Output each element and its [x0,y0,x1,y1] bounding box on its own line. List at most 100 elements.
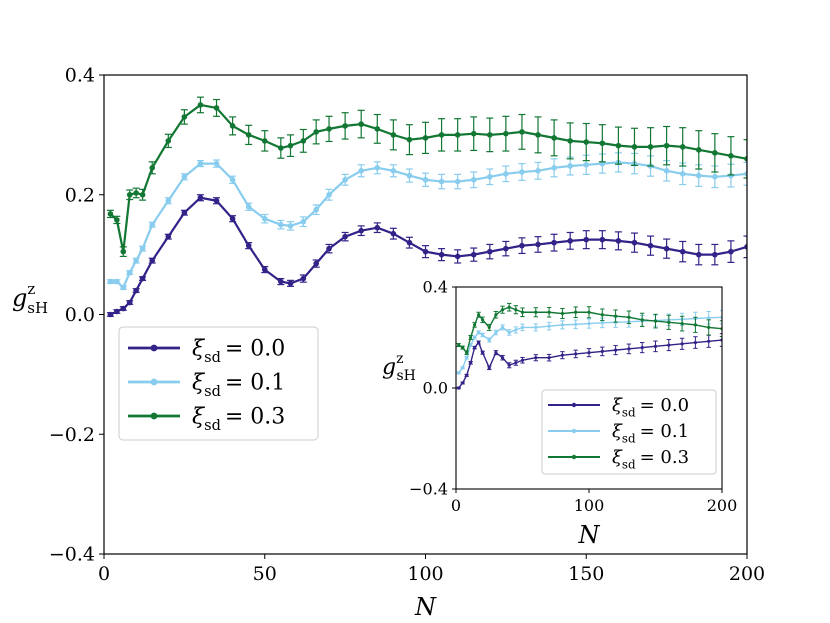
main-data-point [647,242,654,249]
main-data-point [126,191,133,198]
main-data-point [300,275,307,282]
main-data-point [647,144,654,150]
main-y-axis-label: gz sH [12,280,48,317]
main-data-point [114,308,120,315]
main-legend-symbol-1: ξ [192,370,206,395]
main-data-point [535,241,541,248]
main-data-point [358,121,365,127]
main-y-tick-label: 0.0 [65,304,95,326]
main-data-point [438,178,445,185]
main-data-point [374,224,381,231]
inset-data-point [587,322,591,326]
main-data-point [712,251,718,258]
inset-data-point [500,325,505,329]
main-data-point [551,165,557,171]
inset-data-point [477,330,481,335]
inset-data-point [560,311,565,316]
main-data-point [583,236,590,243]
main-data-point [300,218,307,225]
main-data-point [567,163,573,169]
main-legend-marker-2 [150,412,158,420]
main-data-point [487,173,493,180]
inset-data-point [547,356,551,360]
main-data-point [313,260,319,267]
inset-y-axis: −0.4 0.0 0.4 [409,278,456,499]
inset-y-tick-label: 0.0 [423,379,448,398]
inset-data-point [653,319,658,323]
inset-data-point [461,346,465,350]
inset-data-point [494,330,498,335]
main-data-point [679,170,686,177]
main-legend-symbol-0: ξ [192,336,206,361]
main-data-point [261,215,268,222]
main-legend-label-2: ξsd = 0.3 [192,404,285,434]
inset-series-line [458,339,722,389]
main-data-point [342,233,348,240]
inset-legend-value-0: = 0.0 [640,395,689,416]
main-series-2 [106,96,747,258]
main-legend-label-1: ξsd = 0.1 [192,370,285,400]
inset-data-point [500,308,505,312]
inset-data-point [614,348,618,352]
inset-data-point [587,310,591,314]
inset-data-point [520,310,525,314]
main-legend-subscript-1: sd [204,384,221,400]
main-legend-symbol-2: ξ [192,404,206,429]
main-data-point [139,245,146,252]
inset-data-point [614,314,618,318]
main-data-point [487,132,493,138]
main-data-point [454,178,461,185]
main-y-axis-label-subscript: sH [27,299,48,317]
main-x-tick-label: 200 [729,563,765,585]
inset-y-tick-label: −0.4 [409,480,448,499]
inset-data-point [481,333,485,337]
inset-x-tick-label: 0 [451,496,461,515]
main-data-point [181,114,188,120]
main-y-tick-label: −0.4 [49,544,95,566]
inset-data-point [461,366,465,370]
main-data-point [406,136,413,143]
main-data-point [631,239,638,246]
main-data-point [229,215,236,222]
main-data-point [120,305,127,312]
inset-data-point [600,313,604,317]
main-legend-value-0: = 0.0 [225,336,285,361]
inset-x-axis-label: N [578,521,601,549]
inset-data-point [477,340,481,345]
inset-data-point [473,346,477,350]
main-data-point [261,266,268,273]
inset-data-point [514,328,518,332]
main-data-point [197,160,204,167]
inset-data-point [500,356,505,360]
main-data-point [342,176,348,183]
main-data-point [197,194,204,201]
inset-series-line [458,306,722,354]
main-data-point [712,173,718,180]
main-data-point [358,227,365,234]
main-y-tick-label: 0.2 [65,184,95,206]
inset-series-0 [456,333,722,390]
main-data-point [599,236,606,243]
inset-legend-marker-2 [571,454,577,460]
inset-legend-value-2: = 0.3 [640,447,689,468]
inset-data-point [560,323,565,327]
main-data-point [300,138,307,144]
main-data-point [213,197,220,204]
main-data-point [107,311,114,318]
inset-data-point [640,346,644,350]
main-data-point [374,165,381,171]
main-y-axis-label-superscript: z [27,280,35,298]
inset-y-tick-label: 0.4 [423,278,448,297]
inset-y-axis-label: gz sH [382,351,416,384]
main-data-point [679,144,686,150]
inset-data-point [680,342,684,346]
inset-legend-symbol-2: ξ [612,447,623,468]
inset-legend-value-1: = 0.1 [640,421,689,442]
inset-data-point [600,349,604,353]
main-data-point [229,176,236,183]
main-data-point [422,135,429,141]
inset-data-point [534,356,538,360]
main-data-point [133,287,139,294]
